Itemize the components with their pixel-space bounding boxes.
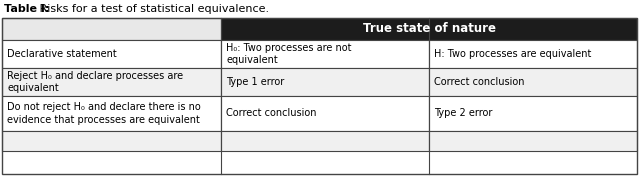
Text: Declarative statement: Declarative statement (7, 49, 117, 59)
Bar (429, 40, 637, 68)
Bar (221, 68, 429, 96)
Bar (221, 40, 429, 68)
Text: Reject H₀ and declare processes are
equivalent: Reject H₀ and declare processes are equi… (7, 71, 183, 93)
Bar (2, 131, 221, 151)
Text: H⁡: Two processes are equivalent: H⁡: Two processes are equivalent (434, 49, 591, 59)
Bar (429, 131, 637, 151)
Text: Table I:: Table I: (4, 4, 49, 14)
Bar (2, 96, 221, 131)
Bar (2, 18, 637, 174)
Text: True state of nature: True state of nature (362, 23, 495, 36)
Text: Type 2 error: Type 2 error (434, 108, 492, 118)
Bar (2, 18, 221, 40)
Text: Correct conclusion: Correct conclusion (226, 108, 316, 118)
Text: Type 1 error: Type 1 error (226, 77, 284, 87)
Bar (2, 40, 221, 68)
Bar (221, 18, 637, 40)
Bar (429, 96, 637, 131)
Bar (2, 68, 221, 96)
Text: H₀: Two processes are not
equivalent: H₀: Two processes are not equivalent (226, 43, 351, 65)
Text: Correct conclusion: Correct conclusion (434, 77, 524, 87)
Bar (221, 96, 429, 131)
Bar (429, 68, 637, 96)
Text: Risks for a test of statistical equivalence.: Risks for a test of statistical equivale… (36, 4, 269, 14)
Bar (221, 131, 429, 151)
Text: Do not reject H₀ and declare there is no
evidence that processes are equivalent: Do not reject H₀ and declare there is no… (7, 102, 201, 125)
